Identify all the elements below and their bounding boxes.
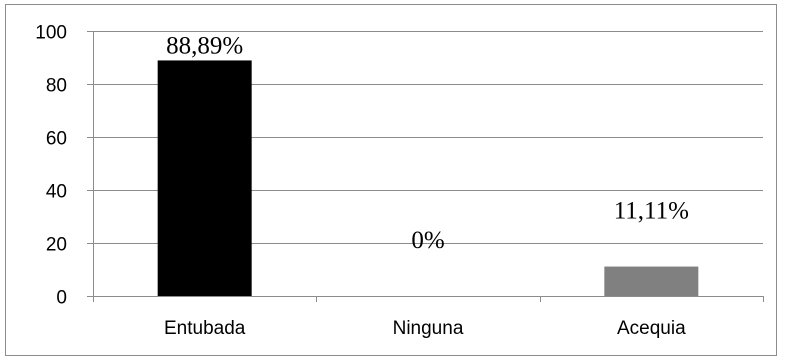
bar-acequia bbox=[604, 266, 699, 296]
data-label-ninguna: 0% bbox=[411, 227, 444, 254]
y-tick-label-0: 0 bbox=[56, 288, 67, 309]
y-axis-ticks: 0 20 40 60 80 100 bbox=[35, 23, 93, 309]
x-axis-ticks: Entubada Ninguna Acequia bbox=[93, 296, 764, 339]
data-labels: 88,89% 0% 11,11% bbox=[166, 32, 689, 254]
data-label-entubada: 88,89% bbox=[166, 32, 243, 59]
chart-frame bbox=[5, 4, 777, 356]
x-tick-label-ninguna: Ninguna bbox=[393, 318, 464, 339]
data-label-acequia: 11,11% bbox=[614, 198, 689, 225]
x-tick-label-entubada: Entubada bbox=[164, 318, 246, 339]
y-tick-label-20: 20 bbox=[46, 235, 67, 256]
y-tick-label-60: 60 bbox=[46, 129, 67, 150]
bar-entubada bbox=[157, 60, 252, 297]
axes bbox=[93, 31, 763, 297]
bars bbox=[157, 60, 699, 297]
y-tick-label-100: 100 bbox=[35, 23, 67, 44]
x-tick-label-acequia: Acequia bbox=[617, 318, 686, 339]
y-tick-label-40: 40 bbox=[46, 182, 67, 203]
y-tick-label-80: 80 bbox=[46, 76, 67, 97]
